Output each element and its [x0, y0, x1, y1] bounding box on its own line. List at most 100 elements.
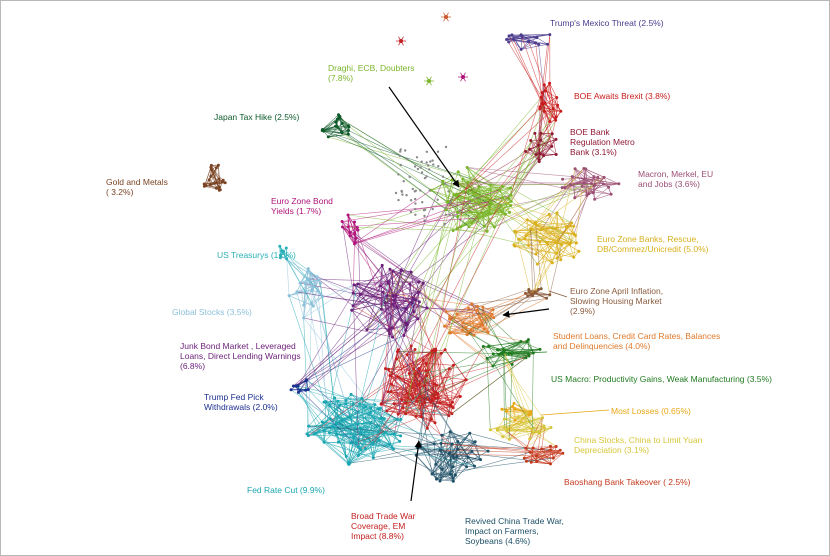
- inter-cluster-edge: [509, 364, 513, 440]
- cluster-label-ez-bond: Euro Zone Bond Yields (1.7%): [271, 196, 333, 216]
- edge: [569, 226, 574, 245]
- node: [511, 405, 515, 408]
- edge: [453, 459, 481, 468]
- node: [451, 479, 455, 483]
- node: [601, 182, 605, 186]
- inter-cluster-edge: [510, 153, 541, 202]
- most-losses-connector: [540, 409, 610, 416]
- node: [569, 183, 573, 187]
- inter-cluster-edge: [354, 203, 492, 245]
- node: [379, 307, 383, 311]
- node: [386, 390, 390, 394]
- node: [321, 294, 324, 298]
- inter-cluster-edge: [296, 291, 397, 308]
- node: [417, 280, 421, 284]
- node: [278, 253, 282, 257]
- node: [383, 301, 387, 305]
- inter-cluster-edge: [414, 299, 451, 405]
- node: [348, 234, 352, 238]
- node: [534, 223, 538, 227]
- cluster-label-ez-inflation: Euro Zone April Inflation, Slowing Housi…: [570, 286, 664, 316]
- node: [584, 167, 588, 171]
- node: [549, 462, 552, 466]
- edge: [388, 270, 402, 282]
- node: [436, 396, 440, 400]
- node: [550, 132, 554, 136]
- node: [501, 185, 505, 189]
- node: [341, 225, 344, 229]
- node: [513, 229, 517, 233]
- inter-cluster-edge: [440, 449, 563, 454]
- inter-cluster-edge: [421, 182, 469, 417]
- edge: [447, 202, 472, 224]
- node: [338, 115, 342, 118]
- node: [304, 388, 308, 392]
- edge: [351, 309, 393, 329]
- node: [434, 462, 438, 466]
- edge: [449, 313, 485, 320]
- node: [369, 421, 373, 425]
- edge: [351, 310, 368, 330]
- inter-cluster-edge: [359, 359, 424, 405]
- node: [389, 390, 393, 394]
- node: [527, 352, 531, 356]
- node: [448, 472, 452, 476]
- edge: [593, 176, 609, 188]
- edge: [360, 442, 373, 451]
- inter-cluster-edge: [467, 167, 573, 177]
- node: [216, 163, 220, 167]
- edge: [487, 354, 499, 359]
- node: [502, 426, 506, 430]
- isolated-node: [444, 206, 447, 210]
- inter-cluster-edge: [471, 294, 550, 304]
- edge: [431, 350, 436, 423]
- node: [353, 220, 356, 224]
- node: [540, 227, 544, 231]
- edge: [447, 189, 500, 203]
- node: [577, 249, 581, 253]
- edge: [525, 235, 571, 244]
- inter-cluster-edge: [357, 201, 449, 231]
- node: [322, 129, 326, 133]
- inter-cluster-edge: [354, 233, 424, 284]
- edge: [386, 295, 408, 325]
- node: [298, 388, 302, 392]
- node: [333, 425, 336, 429]
- node: [302, 316, 306, 320]
- inter-cluster-edge: [515, 232, 532, 295]
- cluster-label-boe-metro: BOE Bank Regulation Metro Bank (3.1%): [570, 127, 635, 157]
- edge: [514, 228, 531, 232]
- satellite-cluster: [427, 79, 431, 83]
- node: [395, 350, 399, 354]
- node: [455, 454, 459, 458]
- edge: [556, 244, 570, 259]
- inter-cluster-edge: [506, 39, 556, 121]
- edge: [420, 433, 470, 445]
- inter-cluster-edge: [392, 226, 485, 296]
- edge: [594, 186, 609, 200]
- node: [311, 284, 315, 288]
- inter-cluster-edge: [303, 317, 393, 338]
- edge: [338, 419, 398, 443]
- inter-cluster-edge: [525, 168, 585, 236]
- node: [346, 213, 350, 217]
- node: [507, 437, 511, 441]
- node: [509, 199, 513, 203]
- edge: [435, 349, 450, 416]
- node: [406, 396, 410, 400]
- isolated-node: [444, 213, 447, 216]
- node: [302, 303, 306, 307]
- node: [464, 326, 468, 329]
- node: [441, 179, 445, 183]
- node: [358, 293, 362, 296]
- edge-layer: [204, 12, 619, 482]
- node: [217, 188, 221, 192]
- edge: [536, 455, 554, 459]
- edge: [352, 292, 393, 338]
- isolated-node: [443, 182, 447, 185]
- node: [351, 291, 355, 295]
- node: [306, 267, 310, 271]
- isolated-node: [427, 164, 430, 167]
- node: [354, 441, 358, 445]
- inter-cluster-edge: [525, 427, 552, 449]
